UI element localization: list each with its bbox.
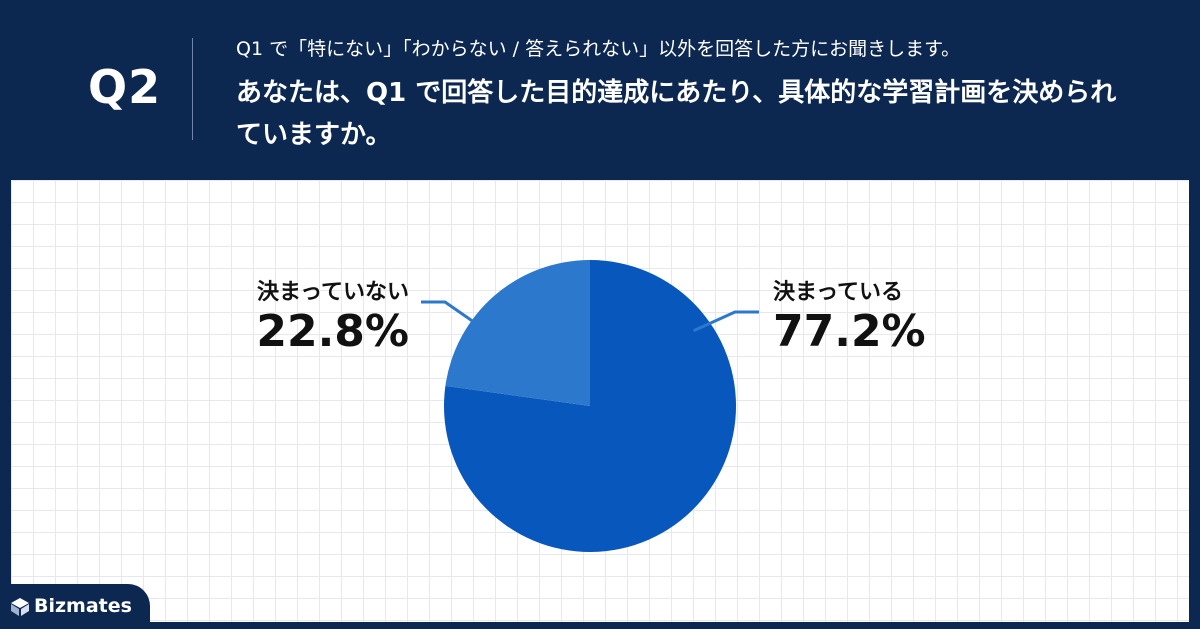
label-decided-name: 決まっている [773, 280, 904, 305]
pie-chart [421, 260, 759, 552]
brand-name: Bizmates [34, 595, 132, 617]
leader-line-decided [692, 310, 759, 333]
question-condition: Q1 で「特にない」「わからない / 答えられない」以外を回答した方にお聞きしま… [236, 38, 961, 60]
pie-slice-undecided [445, 260, 590, 406]
label-undecided-name: 決まっていない [256, 280, 409, 305]
brand-logo: Bizmates [0, 584, 150, 629]
question-text: あなたは、Q1 で回答した目的達成にあたり、具体的な学習計画を決められていますか… [236, 78, 1117, 150]
label-undecided-value: 22.8% [256, 306, 409, 357]
label-decided-value: 77.2% [773, 306, 926, 357]
header-divider [192, 38, 193, 140]
chart-panel: 決まっている 77.2% 決まっていない 22.8% [11, 180, 1189, 622]
question-number: Q2 [88, 60, 162, 114]
header: Q2 Q1 で「特にない」「わからない / 答えられない」以外を回答した方にお聞… [0, 0, 1200, 180]
leader-line-undecided [421, 300, 488, 332]
bizmates-cube-icon [11, 598, 29, 616]
